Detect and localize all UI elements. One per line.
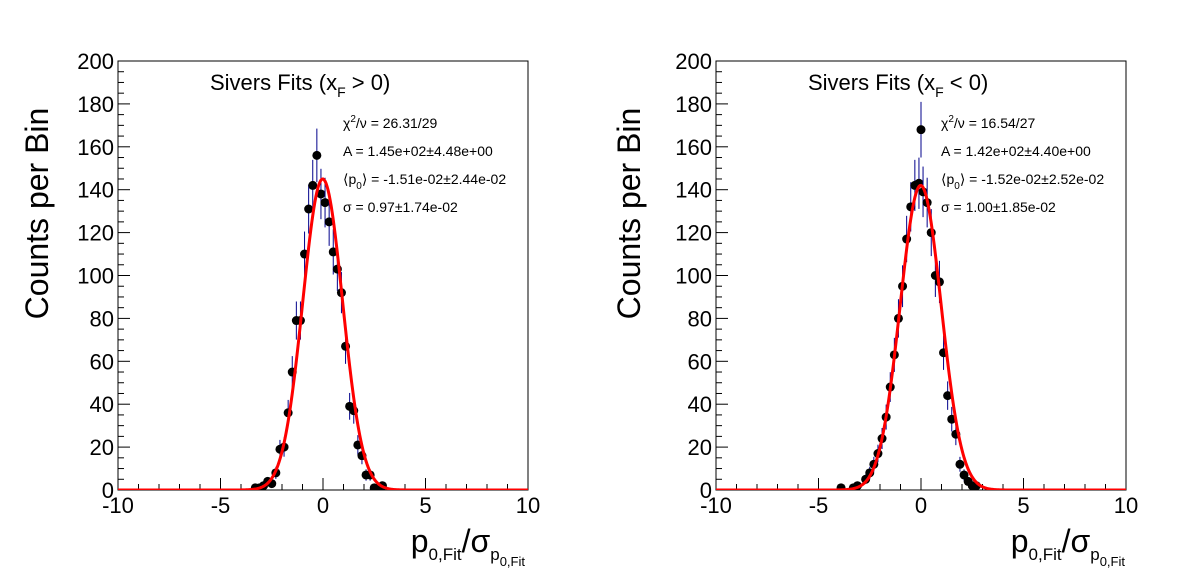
y-tick-label: 20 [688, 435, 712, 460]
y-tick-label: 200 [675, 49, 712, 74]
x-tick-label: -10 [102, 493, 134, 518]
x-axis-label: p0,Fit/σp0,Fit [411, 523, 526, 569]
data-point [324, 217, 334, 227]
data-point [308, 180, 318, 190]
data-point [316, 189, 326, 199]
data-point [916, 125, 926, 135]
y-tick-label: 200 [77, 49, 114, 74]
x-tick-label: -5 [809, 493, 829, 518]
data-point [955, 459, 965, 469]
chart-right: 0 20 40 60 80 100 120 140 160 180 200 -10 -5 0 5 10 Coun… [611, 49, 1138, 569]
x-tick-label: -5 [211, 493, 231, 518]
gaussian-fit-curve [716, 183, 1126, 490]
y-tick-label: 160 [77, 135, 114, 160]
x-tick-label: 0 [915, 493, 927, 518]
x-axis-label: p0,Fit/σp0,Fit [1011, 523, 1126, 569]
stat-mean: ⟨p0⟩ = -1.51e-02±2.44e-02 [343, 171, 506, 192]
data-point [943, 391, 953, 401]
data-layer [716, 101, 1126, 490]
stat-chi2: χ2/ν = 16.54/27 [941, 114, 1035, 131]
chart-left: 0 20 40 60 80 100 120 140 160 180 200 -10 -5 0 5 10 Coun… [19, 49, 540, 569]
y-tick-label: 100 [675, 264, 712, 289]
stat-sigma: σ = 1.00±1.85e-02 [941, 199, 1056, 215]
data-point [312, 150, 322, 160]
y-tick-label: 80 [90, 306, 114, 331]
data-point [304, 204, 314, 214]
y-tick-label: 180 [77, 92, 114, 117]
y-tick-label: 0 [700, 478, 712, 503]
x-tick-label: 10 [1114, 493, 1138, 518]
y-axis-label: Counts per Bin [611, 108, 647, 320]
chart-title: Sivers Fits (xF > 0) [210, 70, 390, 100]
chart-title: Sivers Fits (xF < 0) [808, 70, 988, 100]
y-tick-label: 80 [688, 306, 712, 331]
y-tick-label: 20 [90, 435, 114, 460]
y-tick-label: 120 [77, 221, 114, 246]
data-layer [118, 128, 528, 490]
y-tick-label: 120 [675, 221, 712, 246]
stat-amplitude: A = 1.42e+02±4.40e+00 [941, 143, 1091, 159]
y-tick-label: 60 [90, 349, 114, 374]
x-tick-label: 5 [1017, 493, 1029, 518]
y-axis-label: Counts per Bin [19, 108, 55, 320]
y-tick-label: 100 [77, 264, 114, 289]
y-tick-label: 40 [90, 392, 114, 417]
y-tick-label: 40 [688, 392, 712, 417]
plot-frame [117, 60, 529, 491]
y-tick-label: 140 [77, 178, 114, 203]
x-tick-label: 0 [317, 493, 329, 518]
y-tick-label: 0 [102, 478, 114, 503]
stat-amplitude: A = 1.45e+02±4.48e+00 [343, 143, 493, 159]
y-tick-label: 60 [688, 349, 712, 374]
y-tick-label: 160 [675, 135, 712, 160]
data-point [836, 483, 846, 490]
stat-sigma: σ = 0.97±1.74e-02 [343, 199, 458, 215]
gaussian-fit-curve [118, 177, 528, 490]
x-tick-label: -10 [700, 493, 732, 518]
y-tick-label: 180 [675, 92, 712, 117]
x-tick-label: 10 [516, 493, 540, 518]
x-tick-label: 5 [419, 493, 431, 518]
data-point [959, 470, 969, 480]
y-tick-label: 140 [675, 178, 712, 203]
data-point [320, 198, 330, 208]
stat-chi2: χ2/ν = 26.31/29 [343, 114, 437, 131]
stat-mean: ⟨p0⟩ = -1.52e-02±2.52e-02 [941, 171, 1104, 192]
